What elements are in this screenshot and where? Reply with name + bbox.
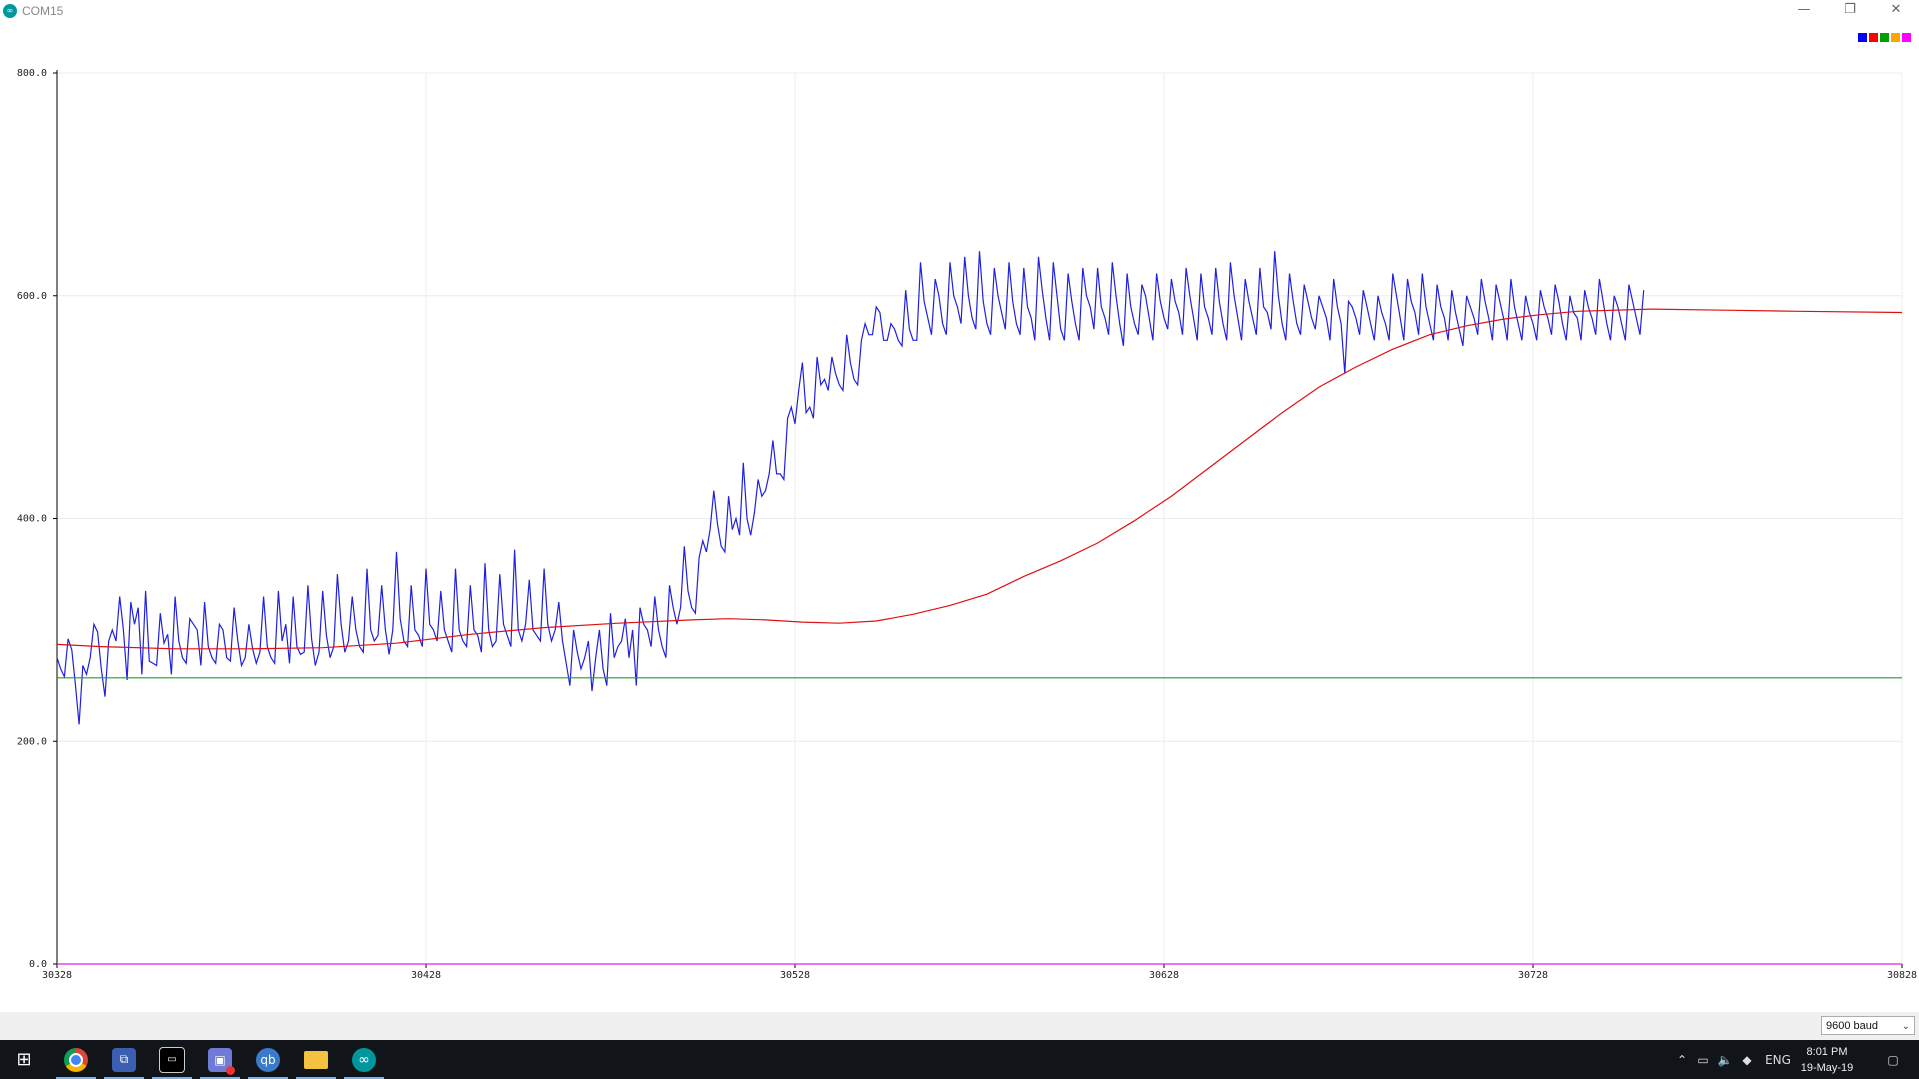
file-explorer-icon[interactable] [292,1040,340,1079]
taskbar: ⊞ ⧉ ▭ ▣ qb ∞ ⌃ ▭ 🔈 ◆ ENG 8:01 PM 19-May-… [0,1040,1919,1079]
serial-plot: 0.0 200.0 400.0 600.0 800.0 30328 30428 30528 30… [17,68,1917,981]
baud-rate-select[interactable]: 9600 baud ⌄ [1821,1016,1915,1035]
clock-date: 19-May-19 [1800,1062,1854,1074]
arduino-icon: ∞ [3,4,17,18]
dropbox-icon[interactable]: ◆ [1742,1052,1752,1067]
volume-icon[interactable]: 🔈 [1717,1052,1733,1067]
minimize-button[interactable]: — [1797,2,1811,17]
y-tick-label-1: 200.0 [17,736,47,747]
series-legend [1858,33,1911,42]
baud-rate-value: 9600 baud [1826,1020,1878,1032]
language-indicator[interactable]: ENG [1765,1052,1791,1067]
window-title: COM15 [22,4,64,18]
x-tick-label-0: 30328 [42,970,72,981]
series-line-0 [56,251,1645,725]
y-tick-label-2: 400.0 [17,514,47,525]
qbittorrent-icon[interactable]: qb [244,1040,292,1079]
windows-start-icon[interactable]: ⊞ [16,1049,32,1070]
notifications-icon[interactable]: ▢ [1887,1052,1899,1067]
clock-time: 8:01 PM [1806,1046,1848,1058]
network-icon[interactable]: ▭ [1697,1052,1709,1067]
network-app-icon[interactable]: ⧉ [100,1040,148,1079]
status-bar: 9600 baud ⌄ [0,1012,1919,1040]
clock[interactable]: 8:01 PM 19-May-19 [1787,1044,1867,1076]
x-tick-label-5: 30828 [1887,970,1917,981]
x-tick-label-4: 30728 [1518,970,1548,981]
legend-swatch-3 [1891,33,1900,42]
restore-button[interactable]: ❐ [1844,2,1856,17]
series-line-1 [56,308,1903,650]
y-tick-label-4: 800.0 [17,68,47,79]
camera-app-icon[interactable]: ▣ [196,1040,244,1079]
chrome-icon[interactable] [52,1040,100,1079]
x-tick-label-2: 30528 [780,970,810,981]
system-tray: ⌃ ▭ 🔈 ◆ ENG [1672,1040,1798,1079]
show-hidden-icons-chevron-up-icon[interactable]: ⌃ [1676,1052,1688,1067]
close-button[interactable]: ✕ [1890,2,1902,17]
legend-swatch-4 [1902,33,1911,42]
legend-swatch-2 [1880,33,1889,42]
legend-swatch-0 [1858,33,1867,42]
arduino-icon[interactable]: ∞ [340,1040,388,1079]
y-tick-label-3: 600.0 [17,291,47,302]
terminal-icon[interactable]: ▭ [148,1040,196,1079]
title-bar: ∞ COM15 — ❐ ✕ [0,0,1919,22]
chevron-down-icon: ⌄ [1901,1021,1910,1032]
x-tick-label-3: 30628 [1149,970,1179,981]
legend-swatch-1 [1869,33,1878,42]
y-tick-label-0: 0.0 [29,959,47,970]
x-tick-label-1: 30428 [411,970,441,981]
